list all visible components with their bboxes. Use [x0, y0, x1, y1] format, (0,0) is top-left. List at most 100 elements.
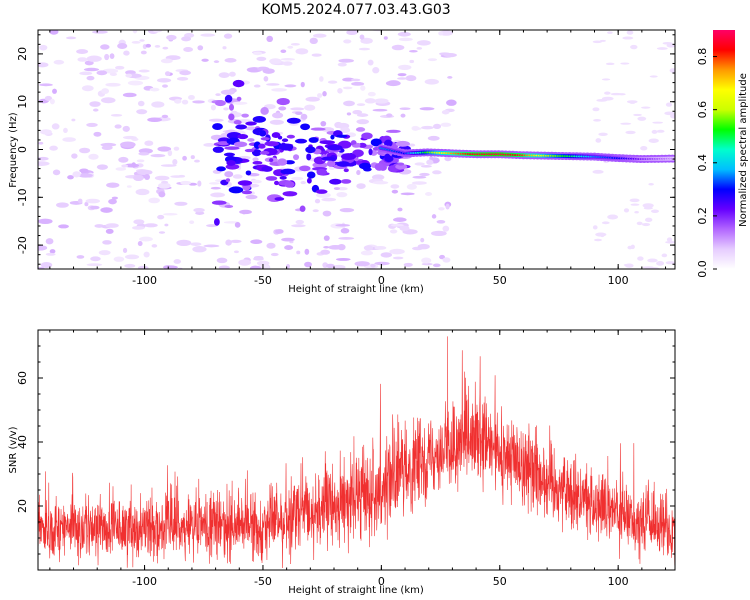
- spectrogram-noise-blob: [52, 88, 57, 94]
- spectrogram-noise-blob: [44, 95, 53, 101]
- spectrogram-signal-blob: [237, 180, 253, 186]
- spectrogram-noise-blob: [592, 40, 603, 44]
- spectrogram-x-label: Height of straight line (km): [288, 284, 424, 295]
- spectrogram-signal-blob: [223, 152, 236, 157]
- snr-y-tick-label: 60: [16, 371, 29, 385]
- spectrogram-signal-blob: [224, 146, 240, 150]
- spectrogram-signal-blob: [386, 129, 401, 133]
- spectrogram-noise-blob: [262, 68, 275, 74]
- spectrogram-noise-blob: [363, 245, 374, 251]
- spectrogram-noise-blob: [446, 99, 457, 106]
- spectrogram-noise-blob: [174, 98, 182, 104]
- spectrogram-noise-blob: [356, 103, 366, 107]
- spectrogram-noise-blob: [65, 36, 77, 40]
- spectrogram-signal-blob: [278, 143, 294, 151]
- colorbar-label: Normalized spectral amplitude: [738, 73, 749, 227]
- spectrogram-signal-blob: [252, 161, 263, 165]
- spectrogram-noise-blob: [96, 70, 108, 76]
- spectrogram-noise-blob: [592, 107, 600, 112]
- spectrogram-noise-blob: [158, 231, 166, 234]
- spectrogram-noise-blob: [337, 244, 346, 251]
- spectrogram-noise-blob: [398, 37, 413, 42]
- spectrogram-noise-blob: [62, 137, 76, 142]
- spectrogram-noise-blob: [665, 261, 675, 265]
- spectrogram-noise-blob: [275, 229, 284, 234]
- spectrogram-noise-blob: [144, 174, 151, 180]
- spectrogram-noise-blob: [223, 33, 233, 39]
- spectrogram-noise-blob: [38, 245, 48, 251]
- spectrogram-noise-blob: [383, 36, 388, 40]
- spectrogram-y-tick-label: 0: [16, 146, 29, 153]
- spectrogram-signal-blob: [300, 123, 311, 131]
- spectrogram-noise-blob: [79, 71, 93, 76]
- spectrogram-noise-blob: [300, 181, 306, 185]
- spectrogram-signal-blob: [233, 141, 248, 148]
- spectrogram-noise-blob: [144, 223, 158, 228]
- spectrogram-noise-blob: [625, 263, 634, 268]
- spectrogram-noise-blob: [200, 33, 216, 37]
- spectrogram-noise-blob: [53, 59, 65, 65]
- spectrogram-noise-blob: [649, 75, 658, 78]
- spectrogram-noise-blob: [290, 43, 300, 46]
- spectrogram-noise-blob: [593, 118, 601, 122]
- spectrogram-noise-blob: [39, 83, 53, 87]
- spectrogram-noise-blob: [161, 114, 169, 119]
- spectrogram-signal-blob: [310, 127, 326, 131]
- spectrogram-noise-blob: [157, 146, 172, 152]
- spectrogram-noise-blob: [253, 257, 264, 261]
- spectrogram-noise-blob: [360, 85, 366, 91]
- spectrogram-noise-blob: [138, 152, 150, 156]
- spectrogram-noise-blob: [360, 250, 374, 256]
- spectrogram-noise-blob: [390, 184, 400, 189]
- spectrogram-noise-blob: [100, 142, 117, 147]
- spectrogram-noise-blob: [346, 112, 352, 116]
- spectrogram-noise-blob: [633, 113, 642, 117]
- spectrogram-noise-blob: [304, 248, 310, 255]
- spectrogram-noise-blob: [188, 94, 195, 100]
- spectrogram-noise-blob: [120, 141, 136, 148]
- spectrogram-noise-blob: [110, 113, 123, 117]
- spectrogram-signal-blob: [321, 156, 336, 161]
- spectrogram-noise-blob: [419, 107, 435, 111]
- spectrogram-noise-blob: [335, 223, 350, 227]
- spectrogram-noise-blob: [84, 201, 89, 207]
- spectrogram-noise-blob: [637, 116, 647, 121]
- spectrogram-noise-blob: [432, 170, 442, 175]
- spectrogram-noise-blob: [416, 40, 431, 46]
- spectrogram-noise-blob: [380, 252, 393, 258]
- spectrogram-noise-blob: [154, 175, 170, 181]
- spectrogram-noise-blob: [620, 122, 632, 125]
- spectrogram-noise-blob: [340, 228, 350, 234]
- spectrogram-signal-blob: [225, 178, 231, 182]
- spectrogram-noise-blob: [166, 34, 177, 41]
- spectrogram-noise-blob: [644, 217, 653, 223]
- spectrogram-noise-blob: [335, 257, 351, 261]
- spectrogram-noise-blob: [420, 165, 432, 168]
- spectrogram-noise-blob: [86, 263, 103, 267]
- spectrogram-noise-blob: [190, 155, 195, 160]
- spectrogram-noise-blob: [210, 192, 226, 198]
- colorbar: 0.0 0.2 0.4 0.6 0.8 Normalized spectral ampl…: [696, 30, 749, 278]
- spectrogram-noise-blob: [256, 56, 267, 61]
- spectrogram-noise-blob: [419, 172, 430, 177]
- spectrogram-noise-blob: [160, 164, 177, 167]
- spectrogram-signal-blob: [279, 176, 287, 180]
- spectrogram-noise-blob: [45, 252, 56, 256]
- spectrogram-noise-blob: [127, 80, 144, 86]
- spectrogram-noise-blob: [323, 235, 330, 241]
- spectrogram-noise-blob: [49, 145, 58, 151]
- spectrogram-signal-blob: [294, 138, 308, 144]
- spectrogram-signal-blob: [370, 138, 382, 147]
- spectrogram-noise-blob: [604, 91, 611, 95]
- spectrogram-signal-blob: [368, 148, 373, 156]
- spectrogram-noise-blob: [317, 93, 323, 98]
- spectrogram-signal-blob: [358, 162, 372, 170]
- spectrogram-noise-blob: [640, 106, 651, 109]
- spectrogram-signal-blob: [274, 197, 285, 201]
- spectrogram-noise-blob: [595, 232, 607, 237]
- spectrogram-noise-blob: [605, 62, 615, 66]
- spectrogram-noise-blob: [332, 264, 346, 269]
- spectrogram-noise-blob: [352, 110, 363, 115]
- spectrogram-noise-blob: [125, 73, 133, 78]
- spectrogram-noise-blob: [427, 58, 438, 62]
